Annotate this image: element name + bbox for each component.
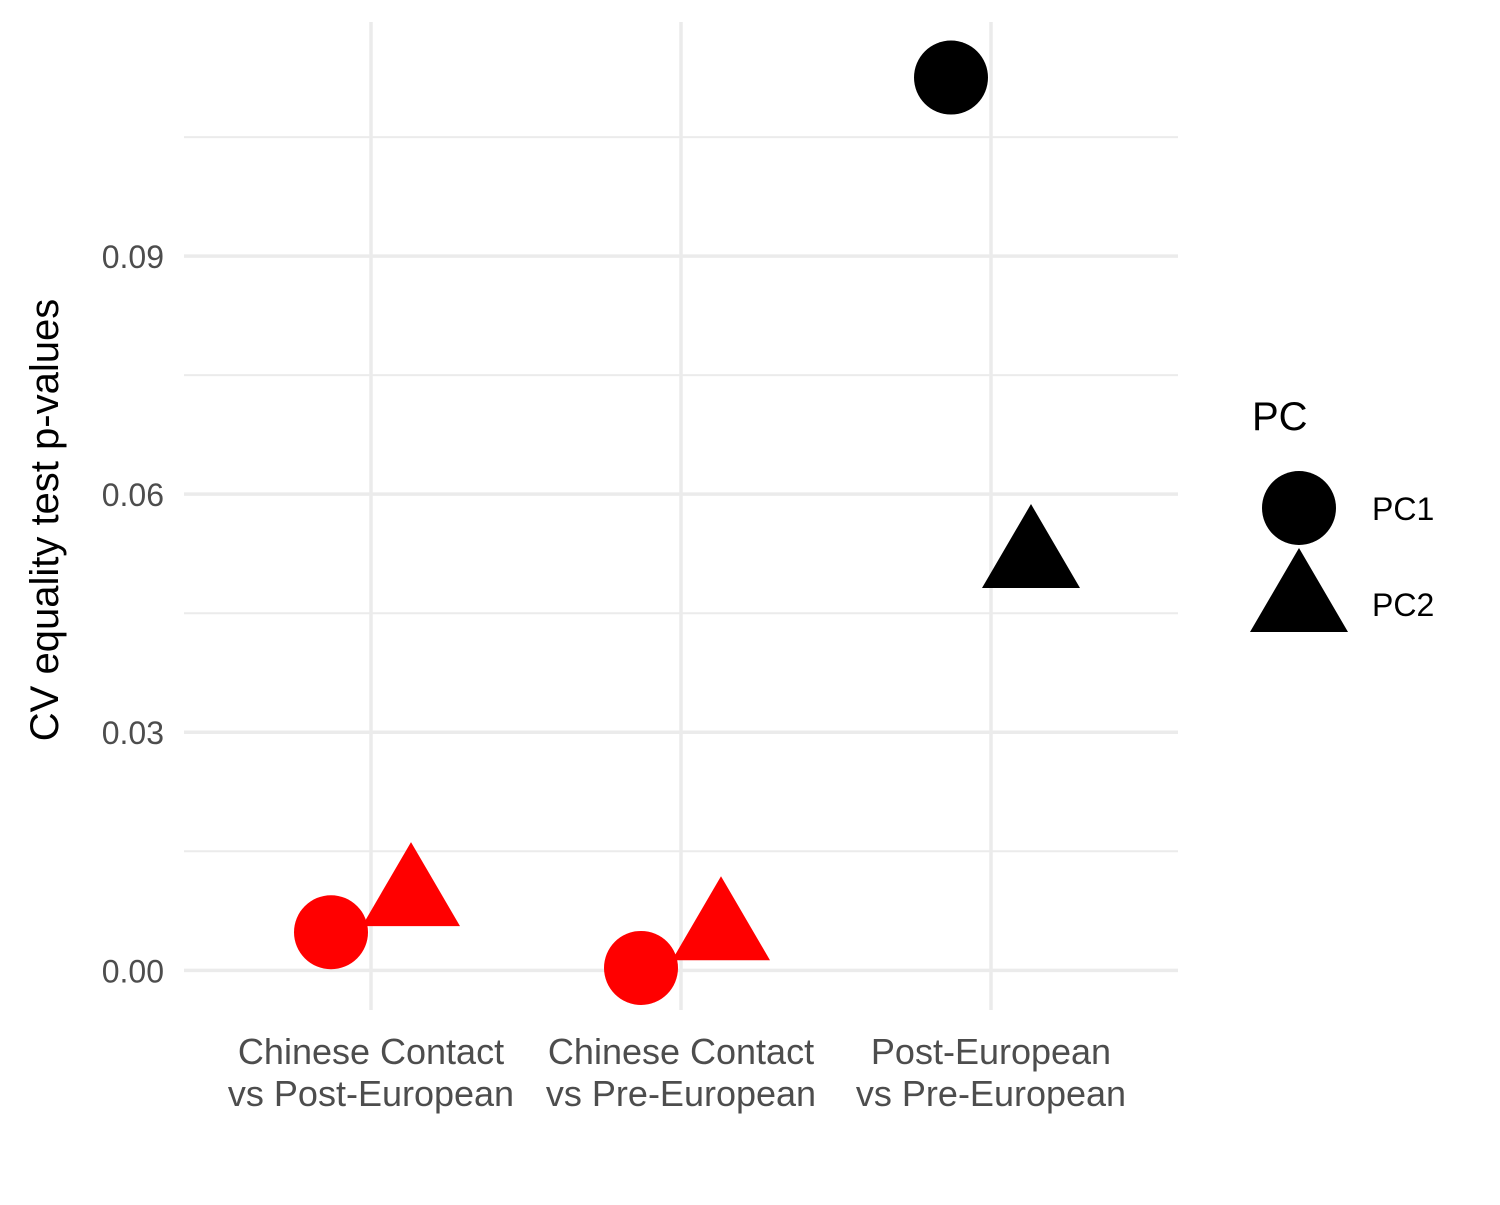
legend-triangle-icon [1250,548,1348,632]
x-tick-label: Post-European vs Pre-European [856,1031,1126,1114]
y-tick-label: 0.03 [102,715,164,751]
y-tick-label: 0.00 [102,953,164,989]
legend-label: PC2 [1372,587,1434,623]
x-tick-label: Chinese Contact vs Pre-European [546,1031,816,1114]
y-axis-tick-labels: 0.00 0.03 0.06 0.09 [102,239,164,989]
legend-label: PC1 [1372,491,1434,527]
x-axis-tick-labels: Chinese Contact vs Post-European Chinese C… [228,1031,1126,1114]
data-point-pc1 [294,895,368,970]
data-points [294,40,1080,1005]
data-point-pc1 [604,930,678,1005]
major-gridlines [184,22,1178,1010]
legend-entries: PC1 PC2 [1250,471,1434,632]
data-point-pc1 [914,40,988,115]
legend: PC PC1 PC2 [1250,395,1434,632]
y-tick-label: 0.06 [102,477,164,513]
y-tick-label: 0.09 [102,239,164,275]
data-point-pc2 [362,842,460,927]
y-axis-label: CV equality test p-values [23,299,67,741]
x-tick-label: Chinese Contact vs Post-European [228,1031,514,1114]
data-point-pc2 [672,876,770,961]
data-point-pc2 [982,504,1080,589]
legend-circle-icon [1262,471,1336,545]
legend-title: PC [1252,395,1308,439]
